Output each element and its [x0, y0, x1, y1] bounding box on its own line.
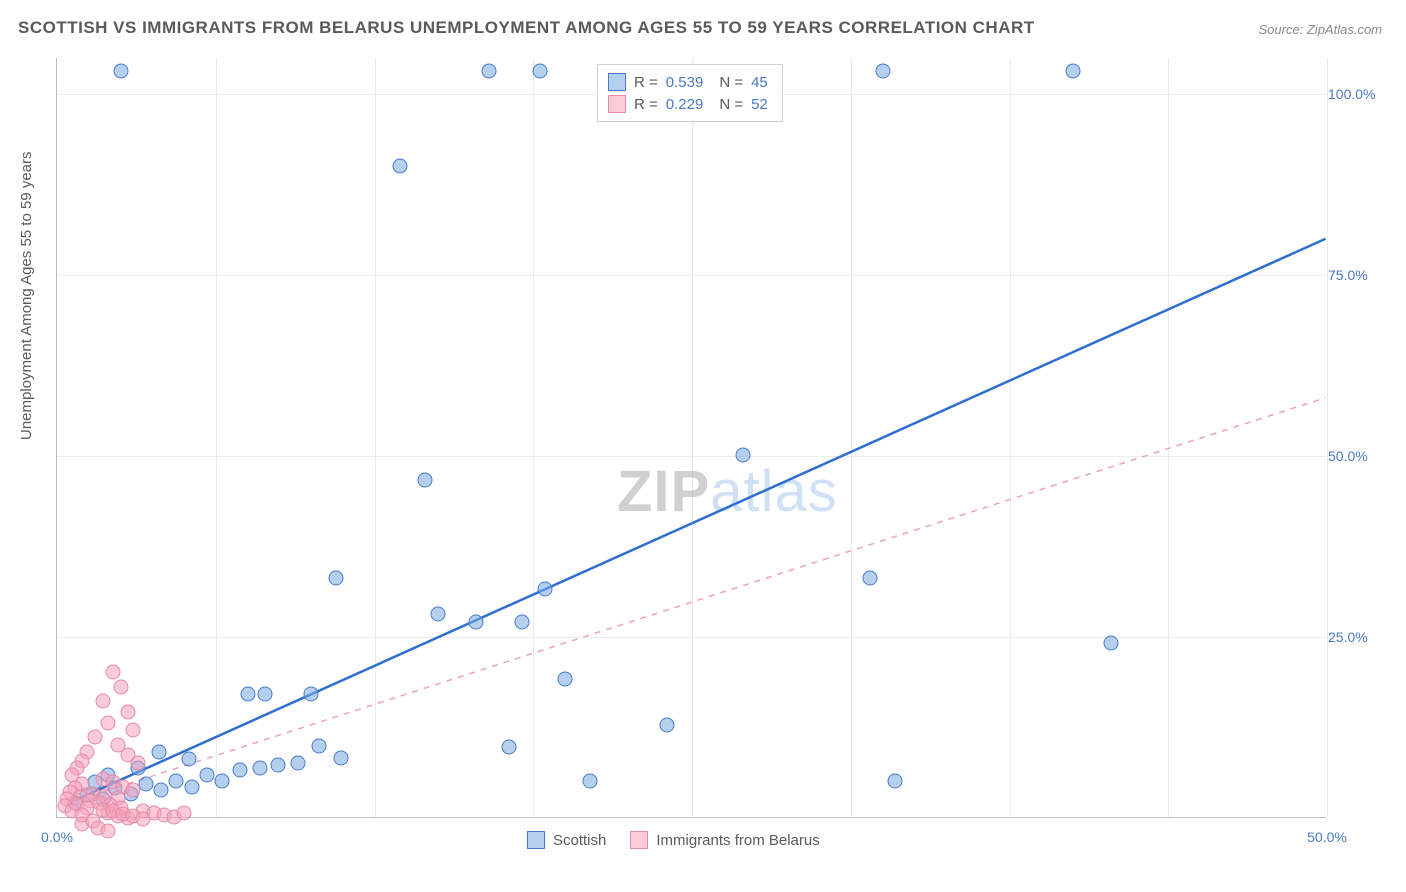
data-point: [131, 755, 146, 770]
gridline-v: [692, 58, 693, 817]
data-point: [291, 755, 306, 770]
gridline-v: [851, 58, 852, 817]
data-point: [532, 64, 547, 79]
data-point: [121, 705, 136, 720]
data-point: [270, 757, 285, 772]
gridline-h: [57, 637, 1326, 638]
y-tick-label: 25.0%: [1328, 629, 1378, 645]
data-point: [304, 686, 319, 701]
data-point: [431, 607, 446, 622]
data-point: [232, 762, 247, 777]
data-point: [126, 723, 141, 738]
swatch-pink-icon: [630, 831, 648, 849]
data-point: [514, 614, 529, 629]
correlation-legend: R = 0.539 N = 45 R = 0.229 N = 52: [597, 64, 783, 122]
data-point: [502, 739, 517, 754]
data-point: [182, 752, 197, 767]
data-point: [258, 686, 273, 701]
data-point: [418, 473, 433, 488]
watermark-zip: ZIP: [617, 459, 710, 524]
y-tick-label: 75.0%: [1328, 267, 1378, 283]
data-point: [888, 773, 903, 788]
data-point: [215, 773, 230, 788]
legend-item-scottish: Scottish: [527, 831, 606, 849]
legend-item-belarus: Immigrants from Belarus: [630, 831, 819, 849]
gridline-h: [57, 456, 1326, 457]
gridline-v: [216, 58, 217, 817]
gridline-h: [57, 275, 1326, 276]
y-axis-label: Unemployment Among Ages 55 to 59 years: [18, 151, 35, 440]
data-point: [95, 694, 110, 709]
legend-r-value-scottish: 0.539: [666, 74, 704, 91]
data-point: [862, 571, 877, 586]
chart-title: SCOTTISH VS IMMIGRANTS FROM BELARUS UNEM…: [18, 18, 1035, 38]
data-point: [113, 64, 128, 79]
data-point: [100, 715, 115, 730]
legend-r-label: R =: [634, 96, 658, 113]
legend-n-label: N =: [719, 96, 743, 113]
data-point: [113, 679, 128, 694]
data-point: [154, 782, 169, 797]
data-point: [875, 64, 890, 79]
x-tick-label: 50.0%: [1307, 829, 1347, 845]
chart-area: ZIPatlas R = 0.539 N = 45 R = 0.229 N = …: [56, 58, 1376, 818]
legend-row-scottish: R = 0.539 N = 45: [608, 71, 768, 93]
data-point: [151, 744, 166, 759]
data-point: [184, 779, 199, 794]
data-point: [169, 773, 184, 788]
y-tick-label: 100.0%: [1328, 86, 1378, 102]
legend-row-belarus: R = 0.229 N = 52: [608, 93, 768, 115]
legend-r-value-belarus: 0.229: [666, 96, 704, 113]
swatch-blue-icon: [527, 831, 545, 849]
data-point: [88, 730, 103, 745]
legend-r-label: R =: [634, 74, 658, 91]
data-point: [1066, 64, 1081, 79]
x-tick-label: 0.0%: [41, 829, 73, 845]
swatch-blue-icon: [608, 73, 626, 91]
data-point: [659, 718, 674, 733]
data-point: [537, 582, 552, 597]
data-point: [126, 782, 141, 797]
legend-n-value-scottish: 45: [751, 74, 768, 91]
data-point: [329, 571, 344, 586]
legend-n-value-belarus: 52: [751, 96, 768, 113]
swatch-pink-icon: [608, 95, 626, 113]
data-point: [105, 665, 120, 680]
gridline-v: [1327, 58, 1328, 817]
watermark-atlas: atlas: [710, 459, 838, 524]
data-point: [100, 824, 115, 839]
gridline-v: [1168, 58, 1169, 817]
data-point: [199, 768, 214, 783]
gridline-v: [375, 58, 376, 817]
legend-label-belarus: Immigrants from Belarus: [656, 832, 819, 849]
data-point: [177, 806, 192, 821]
y-tick-label: 50.0%: [1328, 448, 1378, 464]
data-point: [334, 750, 349, 765]
gridline-v: [533, 58, 534, 817]
source-label: Source: ZipAtlas.com: [1258, 22, 1382, 37]
watermark: ZIPatlas: [617, 458, 838, 525]
data-point: [583, 773, 598, 788]
plot-region: ZIPatlas R = 0.539 N = 45 R = 0.229 N = …: [56, 58, 1326, 818]
legend-label-scottish: Scottish: [553, 832, 606, 849]
data-point: [735, 448, 750, 463]
data-point: [240, 686, 255, 701]
data-point: [311, 739, 326, 754]
data-point: [558, 672, 573, 687]
legend-n-label: N =: [719, 74, 743, 91]
data-point: [469, 614, 484, 629]
data-point: [392, 158, 407, 173]
gridline-v: [1010, 58, 1011, 817]
data-point: [253, 760, 268, 775]
data-point: [481, 64, 496, 79]
series-legend: Scottish Immigrants from Belarus: [527, 831, 820, 849]
data-point: [1104, 636, 1119, 651]
